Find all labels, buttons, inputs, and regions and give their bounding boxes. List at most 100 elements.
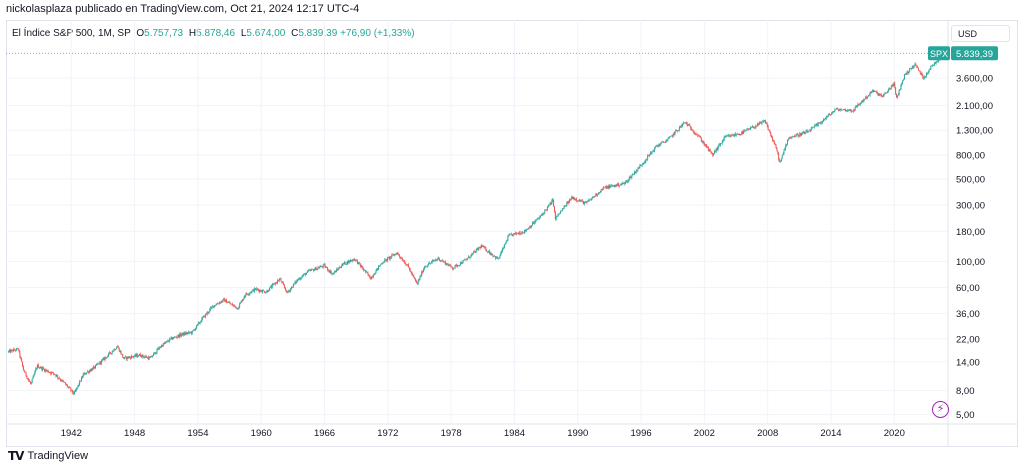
candle-body xyxy=(71,389,73,391)
candle-body xyxy=(772,137,774,141)
candle-body xyxy=(218,302,220,304)
candle-body xyxy=(917,67,919,71)
candle-body xyxy=(143,356,145,358)
candle-body xyxy=(473,251,475,253)
candle-body xyxy=(44,369,46,372)
candle-body xyxy=(523,232,525,234)
candle-body xyxy=(155,352,157,354)
candle-body xyxy=(74,390,76,392)
candle-body xyxy=(912,66,914,68)
candle-body xyxy=(521,232,523,234)
candle-body xyxy=(186,332,188,334)
candle-body xyxy=(146,357,148,358)
y-tick-label: 8,00 xyxy=(956,386,975,397)
candle-body xyxy=(26,375,28,379)
candle-body xyxy=(714,150,716,152)
candle-body xyxy=(903,74,905,80)
candle-body xyxy=(63,381,65,383)
candle-body xyxy=(330,270,332,274)
candle-body xyxy=(294,281,296,284)
candle-body xyxy=(776,147,778,152)
candle-body xyxy=(710,151,712,153)
candle-body xyxy=(221,301,223,302)
currency-selector[interactable]: USD xyxy=(951,25,1010,42)
candle-body xyxy=(721,140,723,143)
candle-body xyxy=(35,369,37,372)
candle-body xyxy=(604,186,606,188)
candle-body xyxy=(421,271,423,276)
candle-body xyxy=(152,355,154,357)
candle-body xyxy=(347,261,349,264)
candle-body xyxy=(178,334,180,338)
y-tick-label: 800,00 xyxy=(956,150,985,161)
candle-body xyxy=(412,274,414,276)
candle-body xyxy=(304,273,306,274)
candle-body xyxy=(41,366,43,370)
candle-body xyxy=(86,372,88,374)
candle-body xyxy=(251,290,253,293)
candle-body xyxy=(882,95,884,97)
candle-body xyxy=(765,123,767,124)
candle-body xyxy=(418,279,420,281)
candle-body xyxy=(368,274,370,276)
candle-body xyxy=(116,346,118,348)
candle-body xyxy=(135,354,137,357)
candle-body xyxy=(619,184,621,186)
candle-body xyxy=(225,299,227,302)
candle-body xyxy=(711,152,713,154)
chart-candles xyxy=(7,51,946,396)
lightning-icon[interactable]: ⚡ xyxy=(932,401,949,418)
candle-body xyxy=(168,338,170,342)
candle-body xyxy=(741,131,743,135)
candle-body xyxy=(477,248,479,250)
candle-body xyxy=(408,264,410,268)
candle-body xyxy=(559,213,561,214)
candle-body xyxy=(51,372,53,373)
candle-body xyxy=(722,140,724,141)
candle-body xyxy=(701,141,703,142)
candle-body xyxy=(107,355,109,358)
candle-body xyxy=(215,304,217,306)
candle-body xyxy=(607,185,609,188)
candle-body xyxy=(696,134,698,136)
candle-body xyxy=(60,380,62,382)
candle-body xyxy=(874,91,876,92)
candle-body xyxy=(154,352,156,354)
candle-body xyxy=(113,349,115,352)
candle-body xyxy=(423,267,425,270)
candle-body xyxy=(906,71,908,75)
chart-pane[interactable] xyxy=(6,20,1018,447)
footer-brand[interactable]: TradingView xyxy=(27,450,89,462)
candle-body xyxy=(255,288,257,290)
candle-body xyxy=(21,358,23,362)
candle-body xyxy=(649,152,651,155)
candle-body xyxy=(927,72,929,73)
candle-body xyxy=(400,256,402,259)
candle-body xyxy=(565,205,567,207)
candle-body xyxy=(659,144,661,146)
candle-body xyxy=(825,117,827,120)
candle-body xyxy=(624,183,626,184)
candle-body xyxy=(625,181,627,184)
tradingview-logo-icon[interactable]: 𝗧𝗩 xyxy=(8,449,25,463)
candle-body xyxy=(897,94,899,96)
candle-body xyxy=(539,217,541,219)
candle-body xyxy=(643,162,645,164)
candle-body xyxy=(7,351,9,353)
candle-body xyxy=(706,146,708,148)
candle-body xyxy=(576,200,578,202)
candle-body xyxy=(401,258,403,261)
candle-body xyxy=(399,255,401,257)
candle-body xyxy=(929,69,931,71)
candle-body xyxy=(566,203,568,207)
candle-body xyxy=(582,200,584,202)
candle-body xyxy=(662,141,664,143)
candle-body xyxy=(518,232,520,234)
candle-body xyxy=(173,337,175,339)
candle-body xyxy=(895,87,897,94)
candle-body xyxy=(550,202,552,205)
candle-body xyxy=(492,254,494,257)
candle-body xyxy=(39,367,41,369)
candle-body xyxy=(705,144,707,146)
